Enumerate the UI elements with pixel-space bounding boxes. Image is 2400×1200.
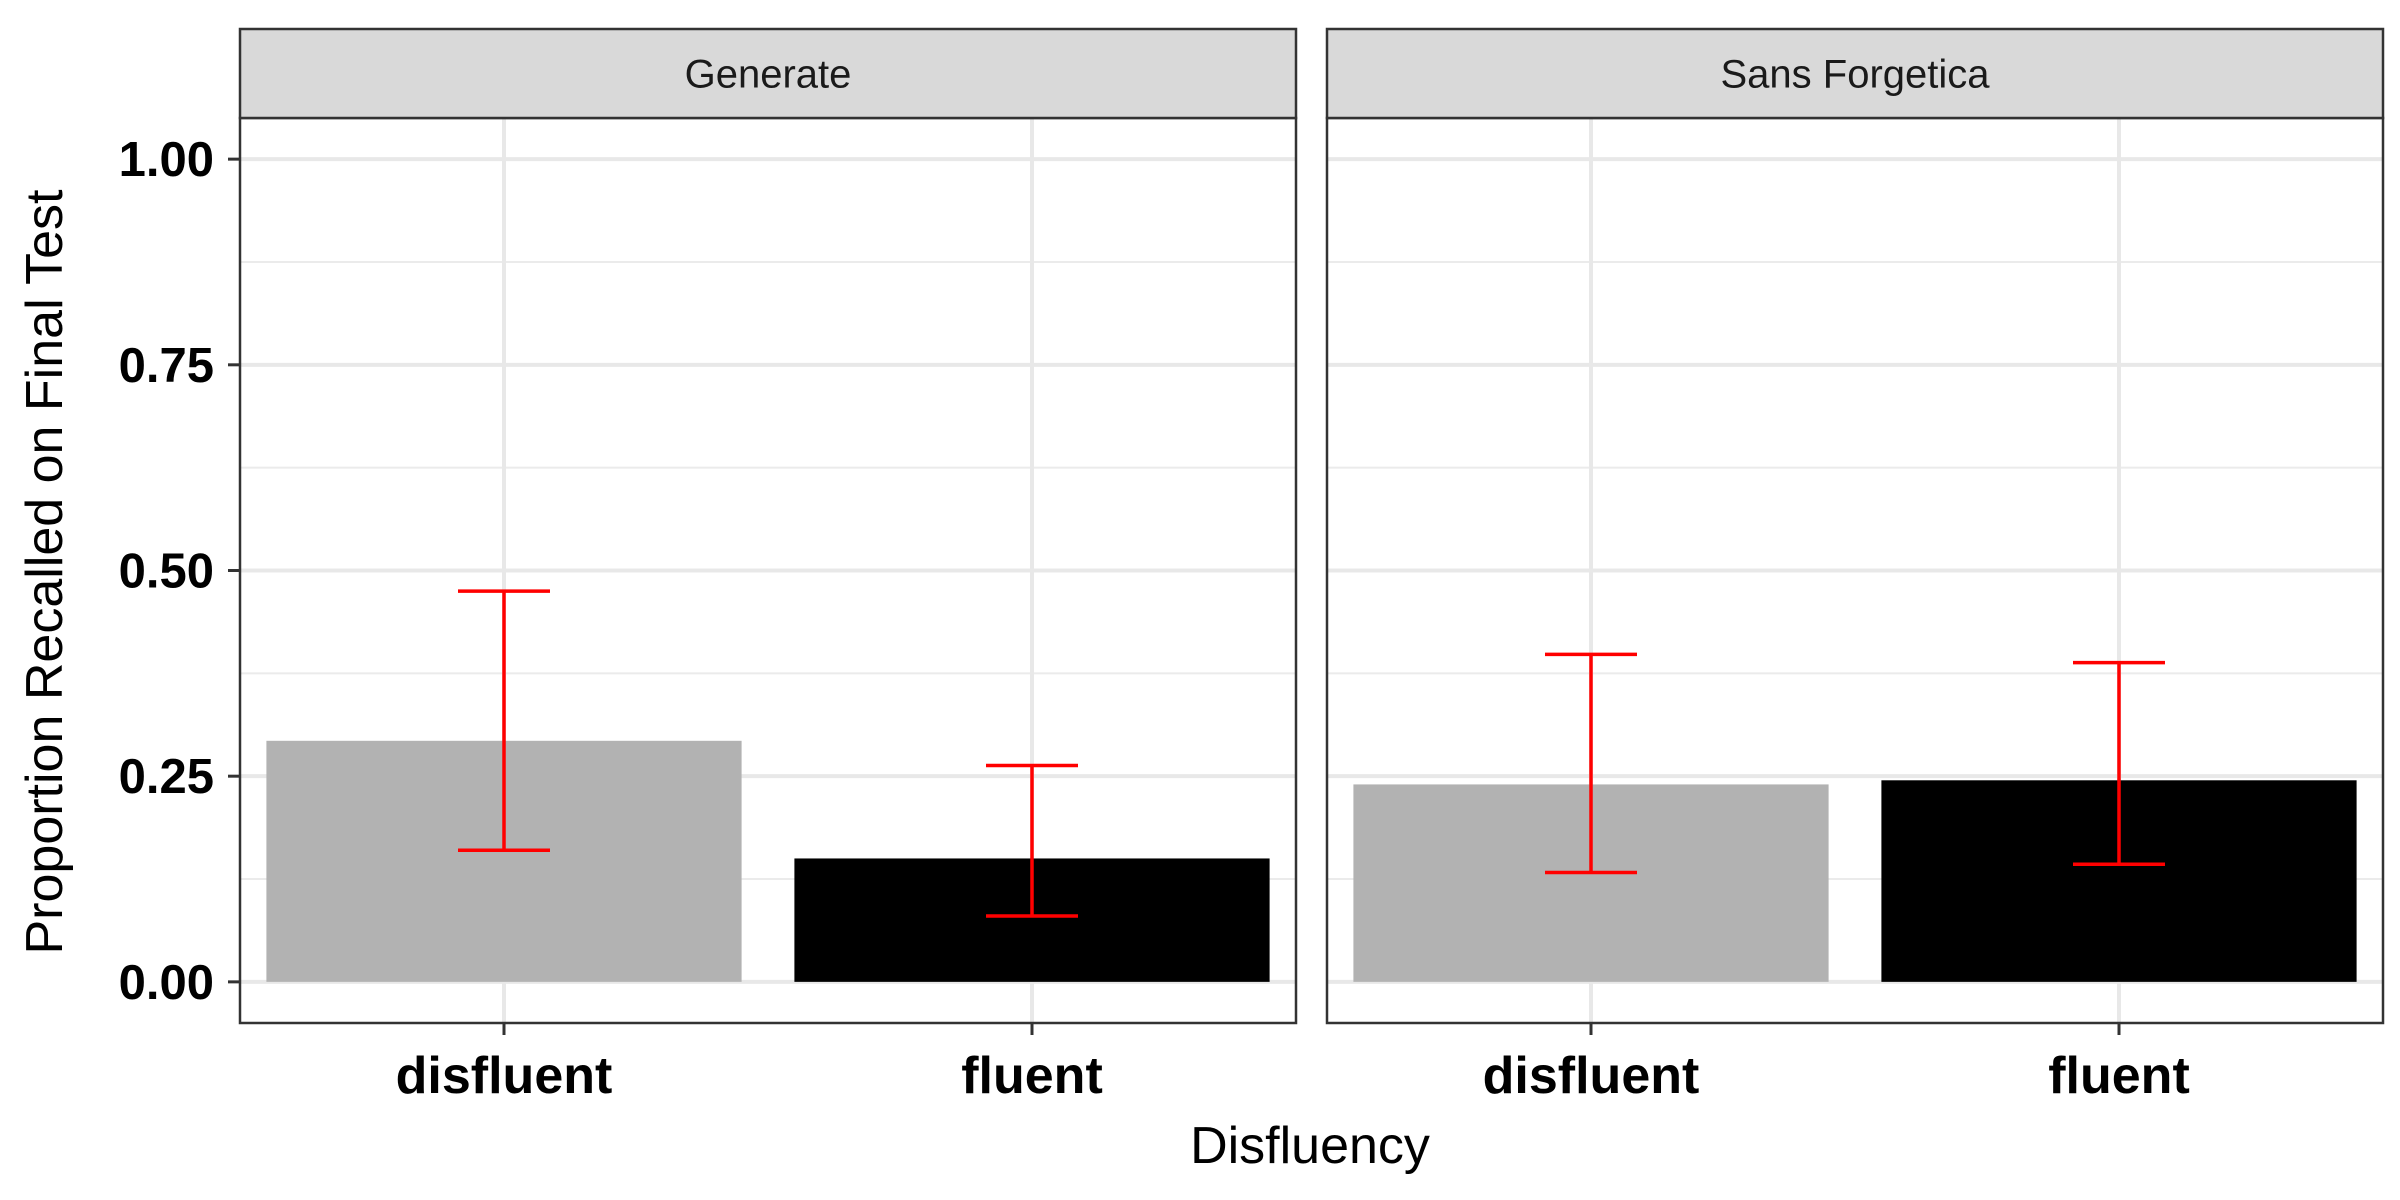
- y-tick-label: 0.00: [119, 956, 214, 1010]
- panel-sans-forgetica: Sans Forgetica disfluent fluent: [1325, 27, 2385, 1105]
- error-bar-fluent: [986, 763, 1078, 918]
- x-tick-label: disfluent: [396, 1047, 613, 1105]
- x-tick-label: fluent: [2048, 1047, 2190, 1105]
- y-tick-label: 0.75: [119, 339, 214, 393]
- y-tick-label: 1.00: [119, 133, 214, 187]
- facet-strip: [238, 27, 1298, 120]
- facet-strip-label: Generate: [685, 53, 852, 97]
- y-axis-title: Proportion Recalled on Final Test: [16, 189, 74, 955]
- x-tick-label: fluent: [961, 1047, 1103, 1105]
- chart-panels: Generate disfluent fluent Sans Forgetica dis…: [238, 27, 2385, 1105]
- panel-generate: Generate disfluent fluent: [238, 27, 1298, 1105]
- error-bar-disfluent: [1545, 652, 1637, 875]
- error-bar-fluent: [2073, 660, 2165, 866]
- y-axis: 0.00 0.25 0.50 0.75 1.00: [119, 133, 240, 1010]
- error-bar-disfluent: [458, 589, 550, 852]
- y-tick-label: 0.25: [119, 750, 214, 804]
- facet-strip-label: Sans Forgetica: [1720, 53, 1990, 97]
- x-axis-title: Disfluency: [1190, 1117, 1430, 1175]
- y-tick-label: 0.50: [119, 545, 214, 599]
- facet-strip: [1325, 27, 2385, 120]
- x-tick-label: disfluent: [1483, 1047, 1700, 1105]
